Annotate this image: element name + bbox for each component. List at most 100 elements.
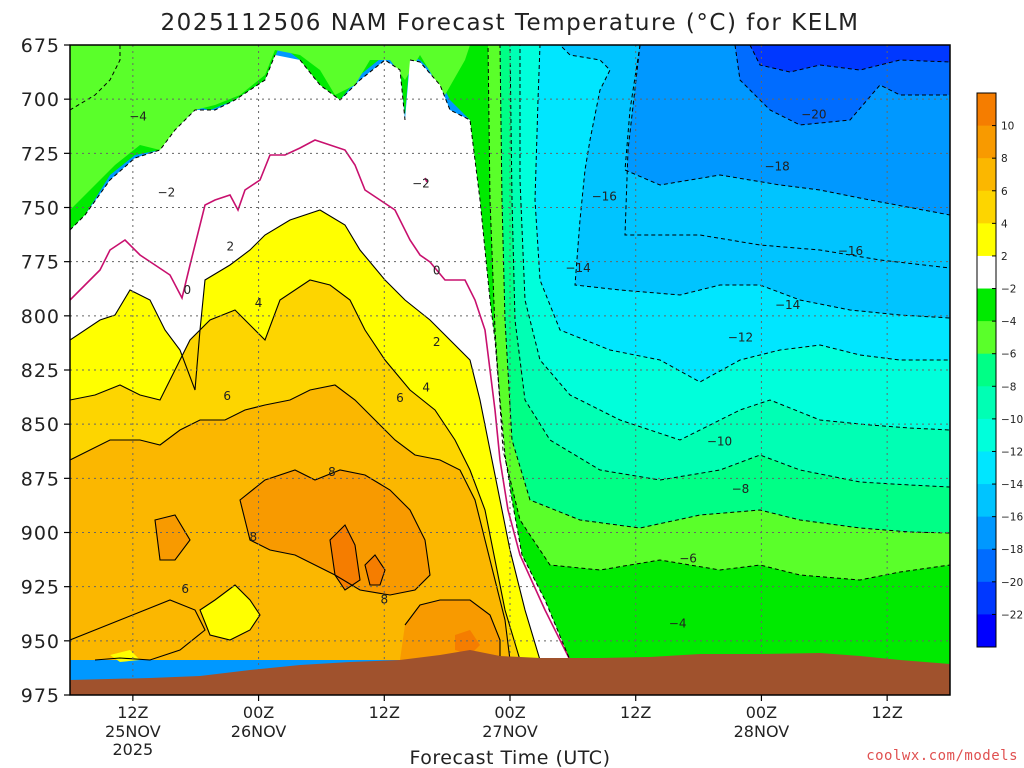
colorbar-label: 10 (1001, 121, 1014, 133)
colorbar-label: 4 (1001, 218, 1008, 230)
contour-label: −14 (565, 261, 590, 275)
contour-label: −10 (707, 435, 732, 449)
band-10 (330, 525, 480, 655)
x-axis-label: Forecast Time (UTC) (410, 747, 611, 768)
contour-label: −14 (775, 298, 800, 312)
y-tick-label: 825 (21, 360, 60, 382)
colorbar-swatch (977, 581, 996, 615)
x-tick-date: 25NOV (105, 722, 161, 741)
contour-label: 8 (328, 465, 336, 479)
y-tick-label: 950 (21, 631, 60, 653)
colorbar-swatch (977, 516, 996, 550)
colorbar-label: −8 (1001, 381, 1016, 393)
contour-label: −6 (679, 552, 697, 566)
colorbar-swatch (977, 386, 996, 420)
colorbar-label: −16 (1001, 512, 1023, 524)
colorbar-label: −6 (1001, 349, 1017, 361)
colorbar-label: −18 (1001, 544, 1023, 556)
contour-label: 8 (250, 530, 258, 544)
colorbar-label: −4 (1001, 316, 1017, 328)
contour-label: 2 (226, 240, 234, 254)
contour-label: 6 (181, 582, 189, 596)
plot-area (70, 45, 950, 695)
x-tick-year: 2025 (112, 740, 153, 759)
band-lowyellow (110, 585, 260, 662)
cold-contours (70, 45, 950, 661)
y-tick-label: 750 (21, 198, 60, 220)
x-tick-label: 12Z (369, 703, 400, 722)
colorbar-swatch (977, 614, 996, 648)
y-tick-label: 800 (21, 306, 60, 328)
chart-title: 2025112506 NAM Forecast Temperature (°C)… (161, 10, 860, 36)
colorbar-swatch (977, 190, 996, 224)
colorbar-label: −14 (1001, 479, 1023, 491)
contour-label: −20 (801, 107, 826, 121)
x-tick-label: 00Z (494, 703, 525, 722)
colorbar-label: −12 (1001, 446, 1023, 458)
y-tick-label: 975 (21, 685, 60, 707)
y-tick-label: 850 (21, 414, 60, 436)
contour-label: 8 (380, 593, 388, 607)
contour-label: 4 (255, 296, 263, 310)
colorbar-label: −22 (1001, 609, 1023, 621)
colorbar-swatch (977, 549, 996, 583)
colorbar-label: 6 (1001, 186, 1008, 198)
contour-label: 0 (184, 283, 192, 297)
colorbar-swatch (977, 158, 996, 192)
x-tick-date: 26NOV (231, 722, 287, 741)
colorbar-swatch (977, 451, 996, 485)
source-credit: coolwx.com/models (866, 748, 1018, 764)
contour-label: −16 (592, 190, 617, 204)
x-tick-label: 00Z (243, 703, 274, 722)
terrain-ground (70, 650, 950, 695)
colorbar-swatch (977, 93, 996, 127)
contour-labels: −4 −20 2 4 6 8 6 8 8 6 4 2 0 −2 −14 −16 −12 −10 −8 −6 −4 −14 −… (129, 107, 863, 630)
contour-label: −16 (838, 244, 863, 258)
band-minus24 (750, 45, 950, 72)
y-axis: 675 700 725 750 775 800 825 850 875 900 925 950 975 (21, 35, 70, 707)
x-tick-label: 12Z (620, 703, 651, 722)
colorbar-swatch (977, 484, 996, 518)
colorbar-swatch (977, 321, 996, 355)
contour-label: −2 (158, 185, 176, 199)
colorbar: 10 8 6 4 2 −2 −4 −6 −8 −10 −12 −14 −16 −18 −20 −22 (976, 92, 1023, 648)
band-minus4-left (70, 45, 470, 210)
contour-label: −18 (764, 159, 789, 173)
colorbar-frame (976, 92, 997, 648)
y-tick-label: 675 (21, 35, 60, 57)
colorbar-label: −10 (1001, 414, 1023, 426)
contour-label: 6 (223, 389, 231, 403)
x-tick-date: 27NOV (482, 722, 538, 741)
warm-contours (70, 209, 541, 661)
y-tick-label: 700 (21, 89, 60, 111)
colorbar-swatch (977, 288, 996, 322)
contour-label: −12 (728, 331, 753, 345)
contour-label: 4 (422, 380, 430, 394)
contour-zero (70, 139, 571, 661)
colorbar-swatch (977, 353, 996, 387)
x-tick-label: 12Z (871, 703, 902, 722)
colorbar-label: −20 (1001, 577, 1023, 589)
contour-label: −4 (129, 110, 147, 124)
y-tick-label: 725 (21, 143, 60, 165)
colorbar-swatch (977, 255, 996, 290)
contour-label: −8 (732, 482, 750, 496)
contour-label: −2 (412, 177, 430, 191)
colorbar-swatch (977, 223, 996, 257)
colorbar-swatch (977, 418, 996, 452)
x-tick-label: 00Z (746, 703, 777, 722)
y-tick-label: 900 (21, 523, 60, 545)
contour-label: −4 (669, 617, 687, 631)
colorbar-label: 8 (1001, 153, 1008, 165)
x-tick-label: 12Z (117, 703, 148, 722)
contour-zero-small (424, 177, 428, 183)
x-tick-date: 28NOV (734, 722, 790, 741)
colorbar-swatch (977, 125, 996, 159)
y-tick-label: 875 (21, 468, 60, 490)
colorbar-label: 2 (1001, 251, 1008, 263)
contour-label: 2 (433, 335, 441, 349)
colorbar-label: −2 (1001, 284, 1016, 296)
contour-label: 6 (396, 391, 404, 405)
